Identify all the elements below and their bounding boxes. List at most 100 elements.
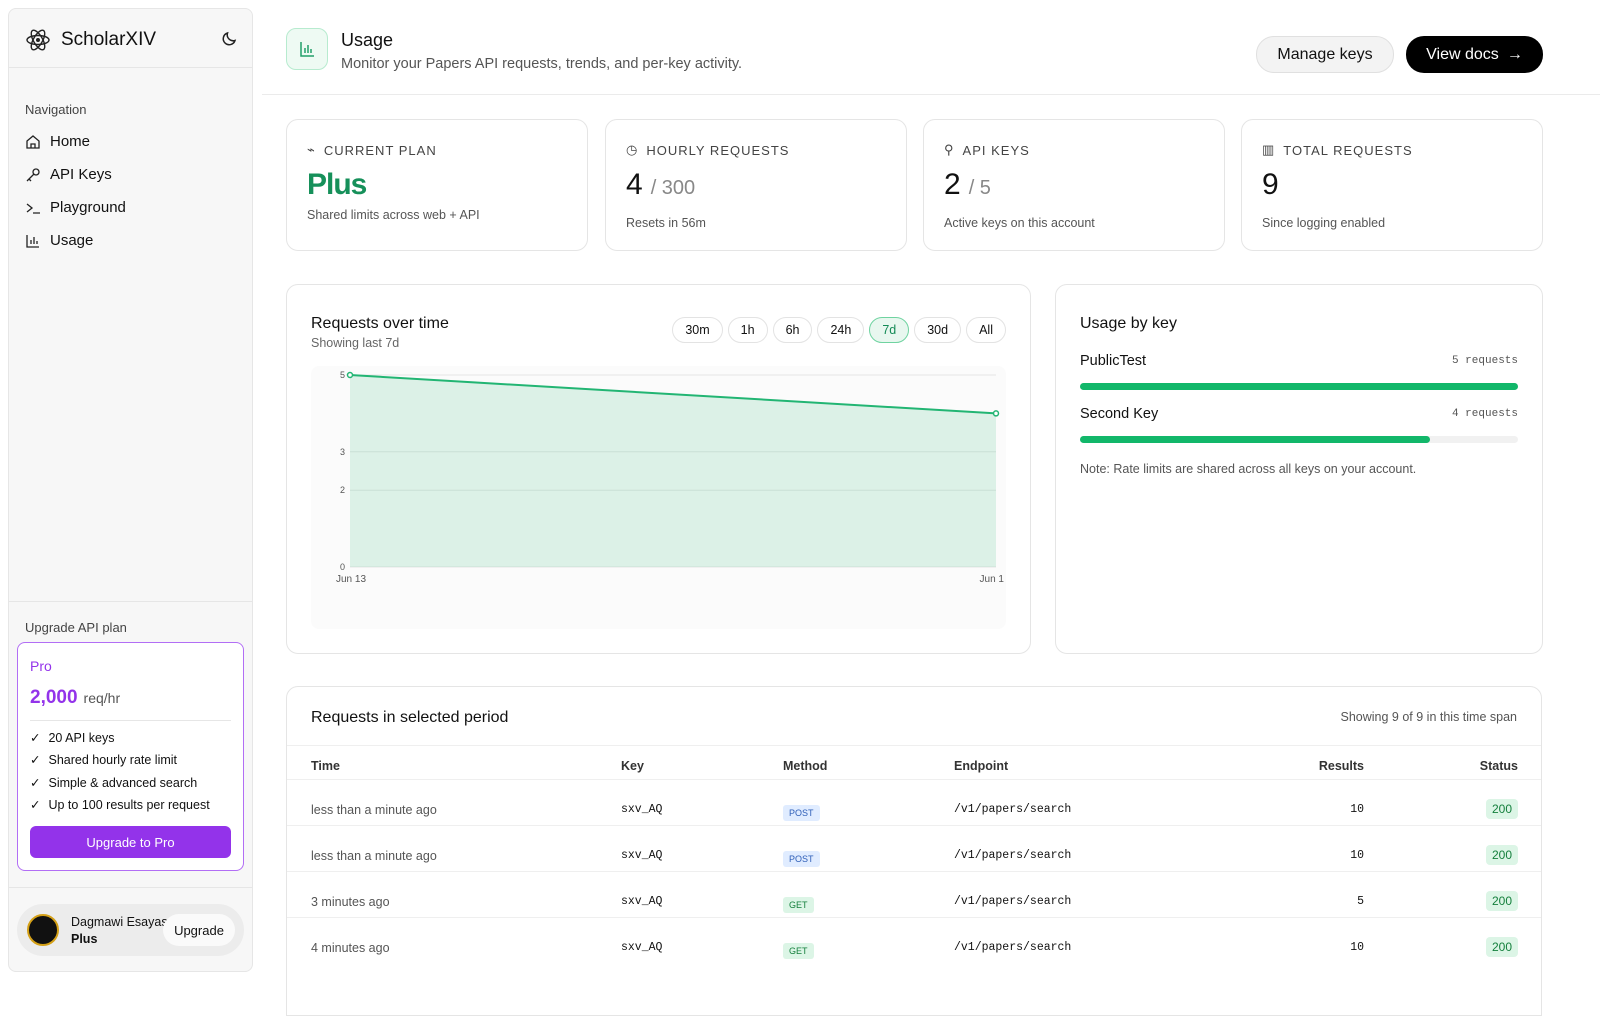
nav-text: API Keys [50, 166, 112, 183]
method-cell: GET [783, 943, 814, 959]
plan-feature: ✓ 20 API keys [30, 730, 115, 746]
stat-value: 4 [626, 168, 643, 201]
stat-label: ▥ TOTAL REQUESTS [1262, 142, 1413, 158]
plan-feature: ✓ Simple & advanced search [30, 775, 198, 791]
nav-item[interactable]: API Keys [25, 166, 112, 183]
status-cell: 200 [1485, 937, 1518, 957]
chart-title: Requests over time [311, 315, 449, 332]
cell: 10 [1350, 941, 1364, 954]
stat-label-text: API KEYS [962, 142, 1030, 158]
method-badge: GET [783, 943, 814, 959]
plan-name: Pro [30, 658, 52, 674]
status-badge: 200 [1485, 937, 1518, 957]
nav-item[interactable]: Usage [25, 232, 93, 249]
status-cell: 200 [1485, 891, 1518, 911]
y-tick-label: 3 [340, 447, 345, 457]
method-badge: GET [783, 897, 814, 913]
icon [26, 234, 39, 248]
cell: sxv_AQ [621, 849, 663, 862]
stat-card: ◷ HOURLY REQUESTS 4 / 300 Resets in 56m [605, 119, 907, 251]
icon [26, 167, 40, 181]
row-divider [287, 871, 1541, 872]
divider [262, 94, 1600, 95]
stat-value-row: 4 / 300 [626, 168, 695, 202]
nav-item[interactable]: Home [25, 133, 90, 150]
area [350, 375, 996, 567]
column-header: Endpoint [954, 759, 1009, 773]
range-button[interactable]: 6h [772, 317, 813, 343]
y-tick-label: 2 [340, 485, 345, 495]
table-card: Requests in selected period Showing 9 of… [286, 686, 1542, 1016]
method-cell: GET [783, 897, 814, 913]
bar [1080, 436, 1431, 443]
upgrade-button[interactable]: Upgrade [163, 914, 235, 946]
range-button[interactable]: 7d [869, 317, 910, 343]
y-tick-label: 0 [340, 562, 345, 572]
table-summary: Showing 9 of 9 in this time span [1340, 710, 1518, 724]
stat-note: Since logging enabled [1262, 216, 1386, 230]
feature-text: Simple & advanced search [48, 775, 198, 790]
key-name: PublicTest [1080, 353, 1147, 369]
range-button[interactable]: 30d [914, 317, 962, 343]
row-divider [287, 779, 1541, 780]
cell: sxv_AQ [621, 803, 663, 816]
upgrade-pro-button[interactable]: Upgrade to Pro [30, 826, 231, 858]
column-header: Time [311, 759, 340, 773]
plan-feature: ✓ Shared hourly rate limit [30, 752, 178, 768]
plan-rate: 2,000 [30, 687, 78, 708]
page-subtitle: Monitor your Papers API requests, trends… [341, 56, 743, 72]
range-button[interactable]: All [966, 317, 1006, 343]
stat-card: ▥ TOTAL REQUESTS 9 Since logging enabled [1241, 119, 1543, 251]
stat-note: Resets in 56m [626, 216, 706, 230]
cell: 10 [1350, 849, 1364, 862]
view-docs-button[interactable]: View docs → [1406, 36, 1543, 73]
cell: /v1/papers/search [954, 849, 1072, 862]
divider [9, 887, 252, 888]
range-selector: 30m 1h 6h 24h 7d 30d All [672, 317, 1006, 343]
chart-subtitle: Showing last 7d [311, 336, 400, 350]
stat-label-text: TOTAL REQUESTS [1283, 142, 1413, 158]
theme-toggle[interactable] [221, 29, 239, 47]
usage-card: Usage by key Note: Rate limits are share… [1055, 284, 1543, 654]
feature-text: Up to 100 results per request [48, 797, 210, 812]
header-icon [286, 28, 328, 70]
status-badge: 200 [1485, 799, 1518, 819]
stat-value: 9 [1262, 168, 1279, 201]
stat-note: Shared limits across web + API [307, 208, 480, 222]
manage-keys-button[interactable]: Manage keys [1256, 36, 1394, 73]
column-header: Results [1318, 759, 1364, 773]
stat-card: ⚲ API KEYS 2 / 5 Active keys on this accou… [923, 119, 1225, 251]
nav-item[interactable]: Playground [25, 199, 126, 216]
user-name: Dagmawi Esayas [71, 915, 168, 929]
sidebar: ScholarXIV Navigation Home API Keys Play… [8, 8, 253, 972]
icon [26, 134, 40, 149]
table-title: Requests in selected period [311, 709, 509, 726]
cell: less than a minute ago [311, 849, 437, 863]
stat-value: Plus [307, 168, 367, 201]
column-header: Method [783, 759, 828, 773]
stat-label-text: CURRENT PLAN [323, 142, 437, 158]
line [349, 374, 997, 415]
method-badge: POST [783, 805, 820, 821]
column-header: Key [621, 759, 644, 773]
icon [26, 202, 40, 214]
plan-feature: ✓ Up to 100 results per request [30, 797, 210, 813]
brand: ScholarXIV [25, 27, 156, 53]
cell: 3 minutes ago [311, 895, 390, 909]
range-button[interactable]: 30m [672, 317, 723, 343]
stat-value: 2 [944, 168, 961, 201]
range-button[interactable]: 24h [817, 317, 865, 343]
range-button[interactable]: 1h [727, 317, 768, 343]
row-divider [287, 825, 1541, 826]
stat-label: ⚲ API KEYS [944, 142, 1030, 158]
stat-note: Active keys on this account [944, 216, 1095, 230]
stat-suffix: / 300 [650, 177, 696, 199]
button-text: View docs [1426, 45, 1499, 63]
cell: 5 [1357, 895, 1364, 908]
cell: sxv_AQ [621, 941, 663, 954]
upgrade-label: Upgrade API plan [25, 620, 127, 635]
button-text: Manage keys [1277, 45, 1373, 63]
nav-text: Home [50, 133, 91, 150]
x-tick-label: Jun 13 [336, 574, 366, 585]
